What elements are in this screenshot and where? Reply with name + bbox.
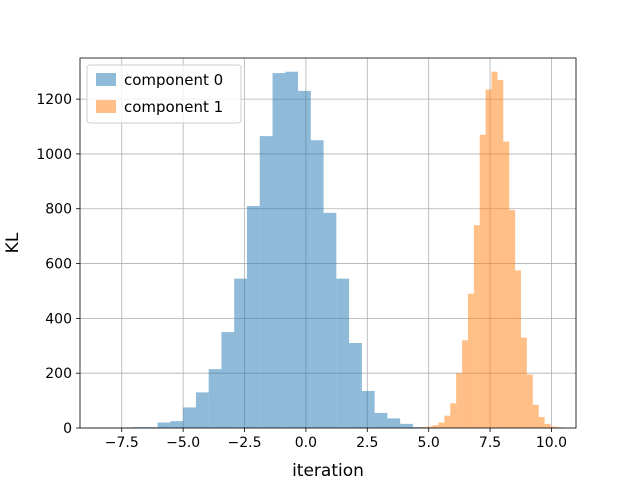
bar-series-0 xyxy=(323,212,337,428)
y-tick-label: 800 xyxy=(45,202,72,218)
bar-series-1 xyxy=(432,425,439,428)
bar-series-1 xyxy=(479,134,486,429)
bar-series-1 xyxy=(450,403,457,428)
x-tick-label: −5.0 xyxy=(166,435,200,451)
bar-series-1 xyxy=(438,422,445,428)
series-1-bars xyxy=(420,71,563,429)
bar-series-1 xyxy=(515,270,521,428)
bar-series-0 xyxy=(234,278,247,428)
bar-series-0 xyxy=(195,392,209,428)
series-0-bars xyxy=(119,71,426,429)
bar-series-1 xyxy=(544,423,551,428)
bar-series-0 xyxy=(144,427,158,428)
y-axis-ticks: 0 200 400 600 800 1000 1200 xyxy=(36,92,80,437)
bar-series-1 xyxy=(491,71,498,428)
bar-series-0 xyxy=(349,343,362,428)
bar-series-0 xyxy=(132,427,145,428)
legend-box xyxy=(86,64,242,124)
bar-series-0 xyxy=(221,332,235,428)
legend-label-component-1: component 1 xyxy=(124,98,223,116)
bar-series-0 xyxy=(400,423,413,428)
bar-series-0 xyxy=(412,427,426,428)
bar-series-1 xyxy=(485,89,492,428)
bar-series-1 xyxy=(497,79,504,428)
bar-series-1 xyxy=(538,417,545,428)
bar-series-1 xyxy=(420,427,427,428)
bar-series-0 xyxy=(361,391,375,428)
x-axis-ticks: −7.5 −5.0 −2.5 0.0 2.5 5.0 7.5 10.0 xyxy=(105,428,567,451)
bar-series-0 xyxy=(285,71,299,428)
bar-series-1 xyxy=(556,427,563,428)
y-tick-label: 200 xyxy=(45,366,72,382)
bar-series-1 xyxy=(509,210,516,428)
bar-series-0 xyxy=(298,90,311,428)
legend-label-component-0: component 0 xyxy=(124,71,223,89)
bar-series-1 xyxy=(520,337,527,428)
x-tick-label: −2.5 xyxy=(228,435,262,451)
bar-series-1 xyxy=(462,340,468,428)
y-tick-label: 0 xyxy=(63,421,72,437)
x-tick-label: 2.5 xyxy=(356,435,378,451)
y-tick-label: 1200 xyxy=(36,92,72,108)
histogram-bars xyxy=(119,71,563,429)
x-tick-label: 7.5 xyxy=(479,435,501,451)
bar-series-0 xyxy=(246,206,260,428)
legend-swatch-component-1 xyxy=(96,100,116,113)
bar-series-0 xyxy=(259,136,273,428)
plot-frame xyxy=(79,57,577,429)
bar-series-0 xyxy=(208,369,222,428)
legend-swatch-component-0 xyxy=(96,73,116,86)
x-tick-label: 10.0 xyxy=(536,435,567,451)
x-tick-label: −7.5 xyxy=(105,435,139,451)
bar-series-1 xyxy=(426,426,433,428)
bar-series-0 xyxy=(374,412,388,428)
x-axis-label: iteration xyxy=(292,461,364,480)
bar-series-0 xyxy=(170,421,184,428)
bar-series-1 xyxy=(532,404,539,428)
y-tick-label: 1000 xyxy=(36,147,72,163)
y-tick-label: 400 xyxy=(45,311,72,327)
y-axis-label: KL xyxy=(3,232,23,253)
bar-series-1 xyxy=(550,426,557,428)
bar-series-1 xyxy=(473,225,480,428)
y-tick-label: 600 xyxy=(45,257,72,273)
bar-series-1 xyxy=(526,374,533,428)
bar-series-1 xyxy=(503,141,510,428)
bar-series-1 xyxy=(444,415,451,428)
bar-series-0 xyxy=(310,140,324,428)
bar-series-0 xyxy=(183,407,196,428)
bar-series-0 xyxy=(336,278,350,428)
x-tick-label: 5.0 xyxy=(418,435,440,451)
bar-series-1 xyxy=(456,373,463,428)
bar-series-0 xyxy=(272,73,286,429)
bar-series-0 xyxy=(387,418,401,428)
x-tick-label: 0.0 xyxy=(295,435,317,451)
bar-series-0 xyxy=(157,422,171,428)
legend: component 0 component 1 xyxy=(86,64,242,124)
bar-series-1 xyxy=(467,293,474,428)
